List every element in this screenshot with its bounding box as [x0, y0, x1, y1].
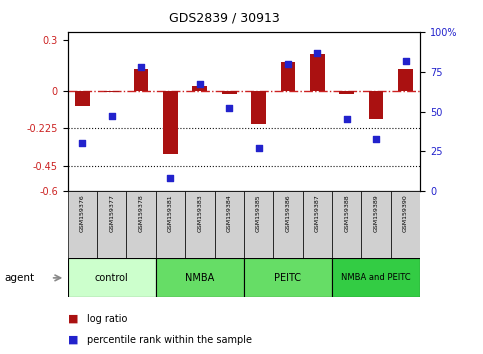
- Bar: [104, 91, 119, 92]
- Text: GSM159386: GSM159386: [285, 195, 290, 232]
- Point: [343, 116, 351, 122]
- Bar: [127, 191, 156, 258]
- Bar: [273, 191, 303, 258]
- Point: [226, 105, 233, 111]
- Bar: [251, 91, 266, 124]
- Bar: [310, 54, 325, 91]
- Point: [137, 64, 145, 70]
- Bar: [68, 191, 97, 258]
- Text: percentile rank within the sample: percentile rank within the sample: [87, 335, 252, 345]
- Text: GSM159385: GSM159385: [256, 195, 261, 232]
- Bar: [185, 191, 214, 258]
- Text: GSM159389: GSM159389: [374, 195, 379, 232]
- Point: [167, 176, 174, 181]
- Point: [108, 113, 115, 119]
- Point: [402, 58, 410, 63]
- Bar: [340, 91, 354, 94]
- Bar: [244, 258, 332, 297]
- Text: NMBA: NMBA: [185, 273, 214, 283]
- Text: GSM159390: GSM159390: [403, 195, 408, 232]
- Text: GSM159383: GSM159383: [198, 195, 202, 232]
- Bar: [281, 62, 295, 91]
- Bar: [214, 191, 244, 258]
- Bar: [332, 258, 420, 297]
- Text: GSM159387: GSM159387: [315, 195, 320, 232]
- Bar: [244, 191, 273, 258]
- Point: [284, 61, 292, 67]
- Bar: [222, 91, 237, 94]
- Text: GSM159378: GSM159378: [139, 195, 143, 232]
- Bar: [332, 191, 361, 258]
- Bar: [156, 191, 185, 258]
- Text: NMBA and PEITC: NMBA and PEITC: [341, 273, 411, 282]
- Bar: [361, 191, 391, 258]
- Text: PEITC: PEITC: [274, 273, 301, 283]
- Point: [255, 145, 262, 151]
- Text: log ratio: log ratio: [87, 314, 128, 324]
- Point: [78, 141, 86, 146]
- Point: [372, 136, 380, 141]
- Point: [313, 50, 321, 55]
- Text: GSM159381: GSM159381: [168, 195, 173, 232]
- Bar: [193, 86, 207, 91]
- Bar: [398, 69, 413, 91]
- Text: ■: ■: [68, 314, 78, 324]
- Text: GSM159377: GSM159377: [109, 195, 114, 232]
- Text: GSM159388: GSM159388: [344, 195, 349, 232]
- Bar: [391, 191, 420, 258]
- Bar: [303, 191, 332, 258]
- Bar: [163, 91, 178, 154]
- Bar: [97, 191, 127, 258]
- Point: [196, 81, 204, 87]
- Bar: [75, 91, 90, 105]
- Text: GDS2839 / 30913: GDS2839 / 30913: [169, 11, 280, 24]
- Bar: [369, 91, 384, 119]
- Text: agent: agent: [5, 273, 35, 283]
- Bar: [68, 258, 156, 297]
- Text: GSM159384: GSM159384: [227, 195, 232, 232]
- Bar: [156, 258, 244, 297]
- Text: ■: ■: [68, 335, 78, 345]
- Bar: [134, 69, 148, 91]
- Text: control: control: [95, 273, 128, 283]
- Text: GSM159376: GSM159376: [80, 195, 85, 232]
